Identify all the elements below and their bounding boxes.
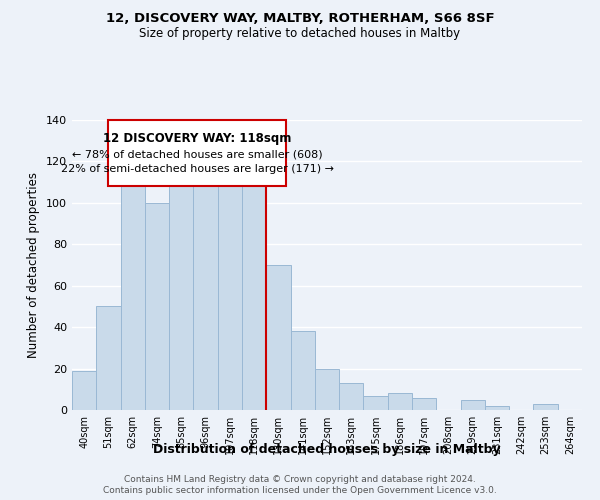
Text: 22% of semi-detached houses are larger (171) →: 22% of semi-detached houses are larger (… — [61, 164, 334, 173]
Bar — [364, 396, 388, 410]
Bar — [218, 182, 242, 410]
Text: 12 DISCOVERY WAY: 118sqm: 12 DISCOVERY WAY: 118sqm — [103, 132, 291, 145]
Y-axis label: Number of detached properties: Number of detached properties — [28, 172, 40, 358]
Bar — [533, 404, 558, 410]
Bar — [339, 383, 364, 410]
Bar — [266, 265, 290, 410]
Text: Contains HM Land Registry data © Crown copyright and database right 2024.: Contains HM Land Registry data © Crown c… — [124, 475, 476, 484]
Bar — [290, 332, 315, 410]
Bar — [72, 370, 96, 410]
Bar — [169, 186, 193, 410]
Text: ← 78% of detached houses are smaller (608): ← 78% of detached houses are smaller (60… — [72, 149, 322, 159]
Bar — [388, 394, 412, 410]
Bar — [242, 134, 266, 410]
Bar — [96, 306, 121, 410]
Text: Distribution of detached houses by size in Maltby: Distribution of detached houses by size … — [153, 442, 501, 456]
Bar — [485, 406, 509, 410]
FancyBboxPatch shape — [109, 120, 286, 186]
Bar — [121, 166, 145, 410]
Bar — [412, 398, 436, 410]
Bar — [193, 182, 218, 410]
Text: Contains public sector information licensed under the Open Government Licence v3: Contains public sector information licen… — [103, 486, 497, 495]
Bar — [315, 368, 339, 410]
Text: Size of property relative to detached houses in Maltby: Size of property relative to detached ho… — [139, 28, 461, 40]
Bar — [461, 400, 485, 410]
Text: 12, DISCOVERY WAY, MALTBY, ROTHERHAM, S66 8SF: 12, DISCOVERY WAY, MALTBY, ROTHERHAM, S6… — [106, 12, 494, 26]
Bar — [145, 203, 169, 410]
